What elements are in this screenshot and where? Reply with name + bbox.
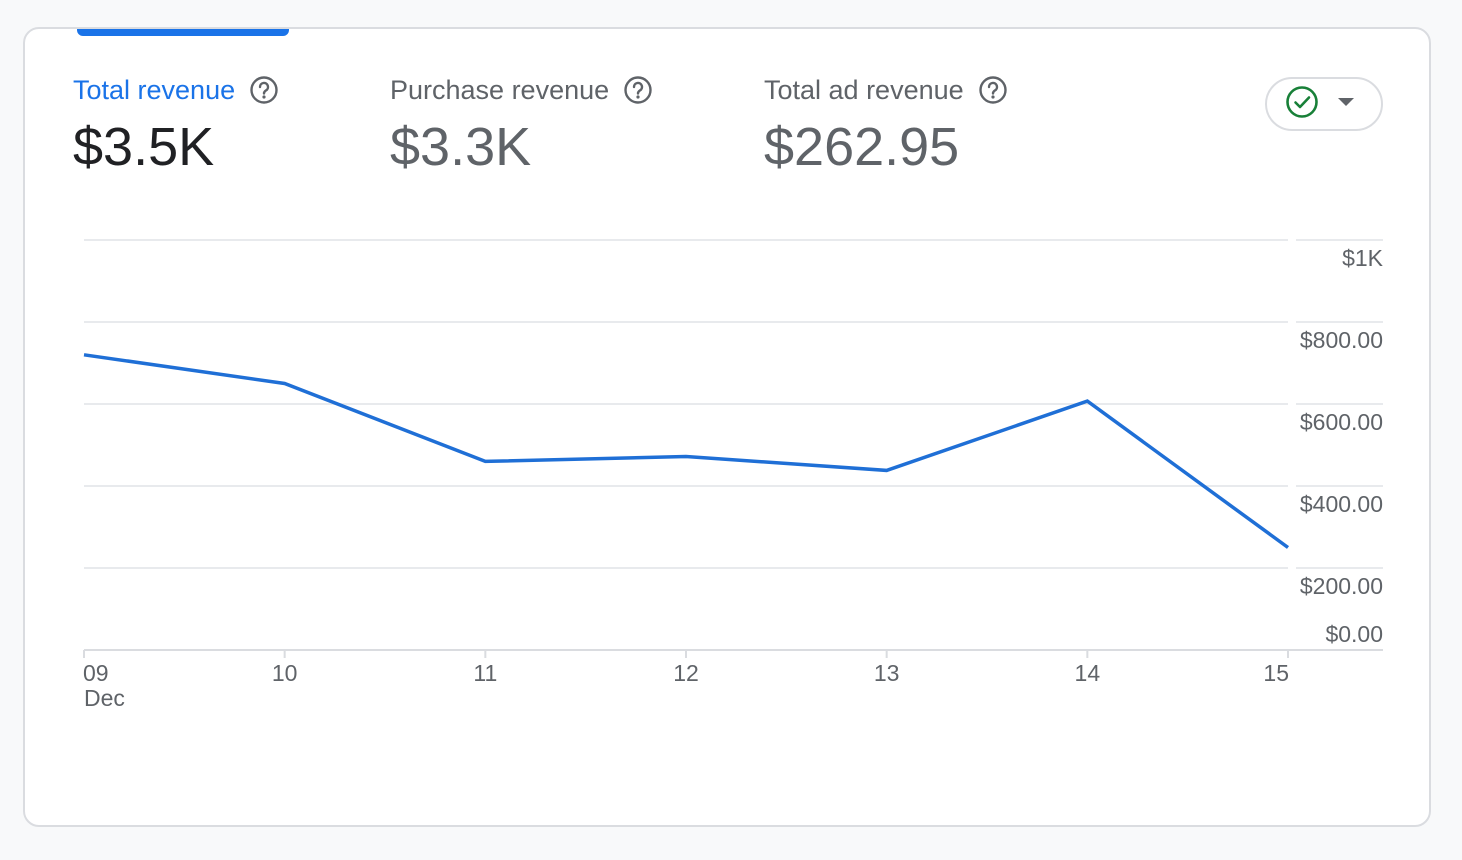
- y-tick-label: $1K: [1342, 245, 1384, 271]
- y-tick-label: $0.00: [1325, 621, 1383, 647]
- x-tick-label: 09: [83, 660, 109, 686]
- y-tick-label: $200.00: [1300, 573, 1383, 599]
- metric-label: Total ad revenue: [764, 74, 964, 105]
- y-tick-label: $600.00: [1300, 409, 1383, 435]
- metric-value: $262.95: [764, 117, 960, 177]
- status-dropdown[interactable]: [1265, 77, 1383, 131]
- x-tick-label: 10: [272, 660, 298, 686]
- metric-label: Purchase revenue: [390, 74, 610, 105]
- x-tick-label: 12: [673, 660, 699, 686]
- x-tick-label: 15: [1263, 660, 1289, 686]
- check-circle-icon: [1285, 85, 1319, 124]
- x-tick-label: 11: [473, 660, 497, 686]
- revenue-card: Total revenue $3.5K Purchase revenue: [23, 27, 1431, 827]
- metric-value: $3.5K: [73, 117, 215, 177]
- revenue-line-chart: $1K $800.00 $600.00 $400.00 $200.00 $0.00 09 10…: [83, 239, 1384, 711]
- x-tick-label: 13: [874, 660, 900, 686]
- metric-total-ad-revenue[interactable]: Total ad revenue $262.95: [764, 73, 1008, 175]
- help-icon[interactable]: [249, 75, 279, 105]
- y-tick-label: $400.00: [1300, 491, 1383, 517]
- metric-purchase-revenue[interactable]: Purchase revenue $3.3K: [390, 73, 653, 175]
- chevron-down-icon: [1337, 95, 1355, 113]
- y-tick-label: $800.00: [1300, 327, 1383, 353]
- x-tick-sublabel: Dec: [84, 685, 125, 711]
- metric-total-revenue[interactable]: Total revenue $3.5K: [73, 73, 279, 175]
- help-icon[interactable]: [978, 75, 1008, 105]
- series-line: [83, 353, 1290, 549]
- x-tick-label: 14: [1075, 660, 1101, 686]
- metric-value: $3.3K: [390, 117, 532, 177]
- active-tab-indicator: [77, 29, 289, 36]
- metric-label: Total revenue: [73, 74, 236, 105]
- help-icon[interactable]: [623, 75, 653, 105]
